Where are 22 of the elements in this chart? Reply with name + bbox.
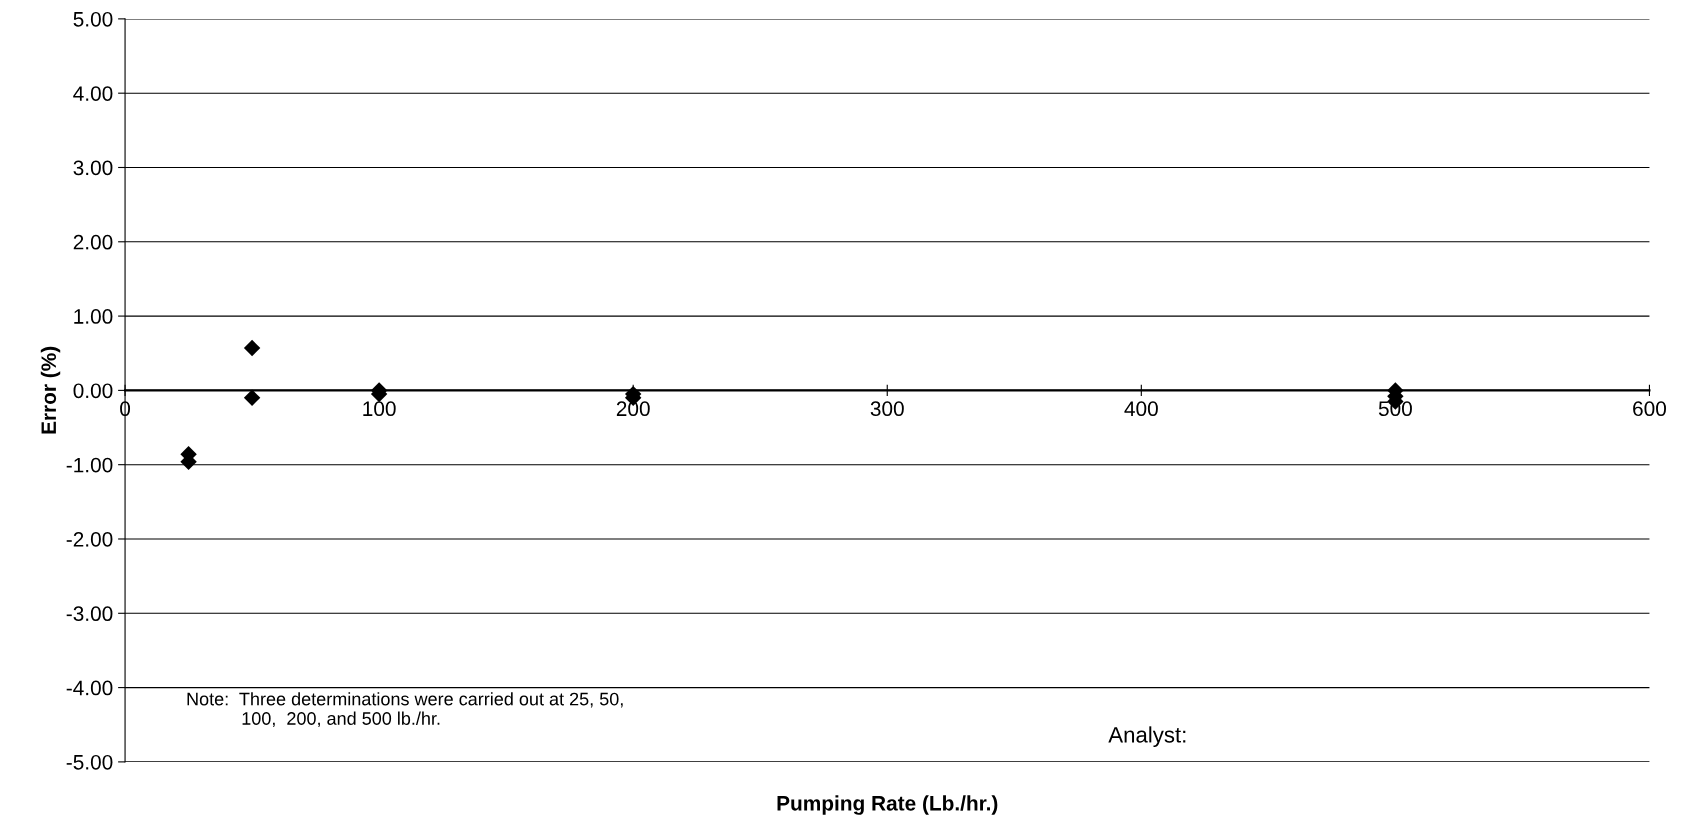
x-tick-label: 600 — [1633, 401, 1667, 417]
y-tick-label: 5.00 — [73, 11, 113, 27]
annotation: Analyst: — [1108, 726, 1186, 748]
y-tick-label: 0.00 — [73, 383, 113, 399]
y-tick-label: 1.00 — [74, 309, 113, 324]
point — [243, 389, 261, 407]
annotation: Note: Three determinations were carried out at 25, 50, 100, 200, and 500 lb./hr. — [187, 692, 623, 728]
point — [243, 339, 261, 357]
x-tick-label: 100 — [363, 401, 396, 417]
x-tick-label: 200 — [616, 401, 650, 417]
y-tick-label: 4.00 — [73, 86, 113, 101]
y-tick-label: 3.00 — [73, 160, 113, 176]
x-axis-title: Pumping Rate (Lb./hr.) — [777, 795, 998, 815]
x-tick-label: 400 — [1124, 401, 1158, 417]
y-axis-title: Error (%) — [40, 346, 61, 434]
y-tick-label: 2.00 — [73, 234, 113, 250]
y-tick-label: -5.00 — [66, 754, 113, 770]
y-tick-label: -3.00 — [66, 606, 113, 622]
y-tick-label: -1.00 — [66, 457, 113, 473]
y-tick-label: -2.00 — [66, 531, 113, 547]
y-tick-label: -4.00 — [66, 680, 113, 696]
x-tick-label: 300 — [870, 401, 904, 417]
